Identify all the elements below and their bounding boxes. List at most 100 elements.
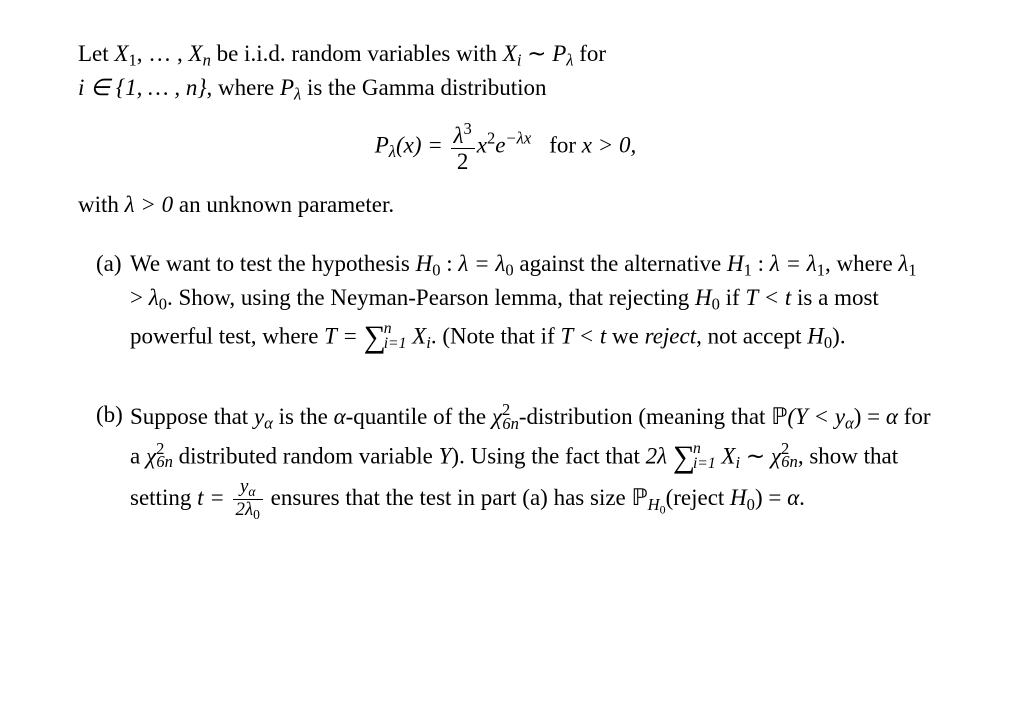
sub-1: 1 — [128, 51, 136, 70]
chi-sub: 6n — [781, 452, 798, 471]
lambda-gt-zero: λ > 0 — [125, 192, 173, 217]
chi: χ — [146, 443, 156, 468]
text: with — [78, 192, 125, 217]
T-lt-t: T < t — [560, 323, 606, 348]
fraction-t: yα2λ0 — [233, 477, 263, 523]
sub-alpha: α — [845, 414, 854, 433]
eq-num-exp: 3 — [464, 119, 472, 138]
text: , not accept — [696, 323, 807, 348]
text: for — [573, 41, 606, 66]
sub-n: n — [203, 51, 211, 70]
eq-P: P — [375, 133, 389, 158]
rej-close: ) = — [755, 486, 787, 511]
H0-sub: 0 — [747, 495, 755, 514]
chi-sub: 6n — [156, 452, 173, 471]
lam-eq-lam1: λ = λ — [770, 251, 817, 276]
sub-0: 0 — [159, 294, 167, 313]
Y: Y — [439, 443, 452, 468]
var-P: P — [280, 75, 294, 100]
sum-symbol: ∑ — [673, 436, 695, 478]
two-lambda: 2λ — [646, 443, 667, 468]
eq-arg: (x) = — [396, 133, 449, 158]
text: ensures that the test in part (a) has si… — [265, 486, 632, 511]
H0-sub: 0 — [712, 294, 720, 313]
text: distributed random variable — [173, 443, 439, 468]
period: . — [799, 486, 805, 511]
sum-symbol: ∑ — [364, 316, 386, 358]
T-eq: T = — [324, 323, 363, 348]
sub-0: 0 — [505, 260, 513, 279]
eq-e: e — [495, 133, 505, 158]
sub-alpha: α — [264, 414, 273, 433]
display-equation: Pλ(x) = λ32x2e−λxfor x > 0, — [78, 120, 933, 175]
sub-1: 1 — [908, 260, 916, 279]
item-b-label: (b) — [96, 399, 130, 523]
blackboard-P: ℙ — [632, 486, 648, 511]
sum-limits: ni=1 — [384, 322, 407, 352]
text: -quantile of the — [346, 405, 492, 430]
text: , … , — [137, 41, 189, 66]
eq-num-lambda: λ — [454, 123, 464, 148]
sum-lower: i=1 — [693, 457, 716, 472]
colon: : — [752, 251, 770, 276]
chi: χ — [492, 405, 502, 430]
text: is the Gamma distribution — [301, 75, 546, 100]
text: , where — [207, 75, 280, 100]
eq-x: x — [477, 133, 487, 158]
text: . Show, using the Neyman-Pearson lemma, … — [167, 285, 695, 310]
lam-eq-lam0: λ = λ — [458, 251, 505, 276]
sub-1: 1 — [817, 260, 825, 279]
Xi: X — [406, 323, 426, 348]
var-X: X — [114, 41, 128, 66]
sim: ∼ — [521, 41, 552, 66]
cal-H: H — [807, 323, 824, 348]
problem-page: Let X1, … , Xn be i.i.d. random variable… — [0, 0, 1011, 603]
text: against the alternative — [514, 251, 727, 276]
T-lt-t: T < t — [745, 285, 791, 310]
H0-sub: 0 — [432, 260, 440, 279]
frac-num-alpha: α — [248, 484, 255, 499]
chi-sub: 6n — [502, 414, 519, 433]
alpha: α — [886, 405, 898, 430]
text: ). — [832, 323, 845, 348]
item-a-body: We want to test the hypothesis H0 : λ = … — [130, 248, 933, 358]
y: y — [835, 405, 845, 430]
text: an unknown parameter. — [173, 192, 394, 217]
prob-open: (Y < — [787, 405, 834, 430]
cal-H: H — [730, 486, 747, 511]
cal-H: H — [416, 251, 433, 276]
P-sub-H0: H0 — [648, 495, 666, 514]
sum-limits: ni=1 — [693, 442, 716, 472]
reject-em: reject — [645, 323, 697, 348]
text: be i.i.d. random variables with — [211, 41, 503, 66]
alpha: α — [787, 486, 799, 511]
text: -distribution (meaning that — [519, 405, 771, 430]
text: , where — [825, 251, 898, 276]
chi: χ — [771, 443, 781, 468]
post-equation-text: with λ > 0 an unknown parameter. — [78, 189, 933, 220]
text: We want to test the hypothesis — [130, 251, 416, 276]
Xi: X — [716, 443, 736, 468]
frac-den-sub: 0 — [253, 507, 260, 522]
text: . (Note that if — [431, 323, 561, 348]
sim: ∼ — [740, 443, 771, 468]
H0-sub: 0 — [824, 332, 832, 351]
lambda1: λ — [898, 251, 908, 276]
var-P: P — [552, 41, 566, 66]
cal-H: H — [695, 285, 712, 310]
item-b: (b) Suppose that yα is the α-quantile of… — [96, 399, 933, 523]
eq-fraction: λ3 2 — [451, 120, 475, 175]
frac-den: 2λ — [236, 499, 254, 520]
i-in-set: i ∈ {1, … , n} — [78, 75, 207, 100]
text: is the — [273, 405, 334, 430]
eq-e-exp: −λx — [506, 128, 532, 147]
eq-den: 2 — [451, 149, 475, 174]
alpha: α — [334, 405, 346, 430]
rej-open: (reject — [666, 486, 730, 511]
prob-close: ) = — [854, 405, 886, 430]
var-Xi: X — [503, 41, 517, 66]
lambda0: λ — [149, 285, 159, 310]
eq-lambda-sub: λ — [389, 142, 396, 161]
cal-H-sub: H — [648, 495, 660, 514]
intro-paragraph: Let X1, … , Xn be i.i.d. random variable… — [78, 38, 933, 106]
